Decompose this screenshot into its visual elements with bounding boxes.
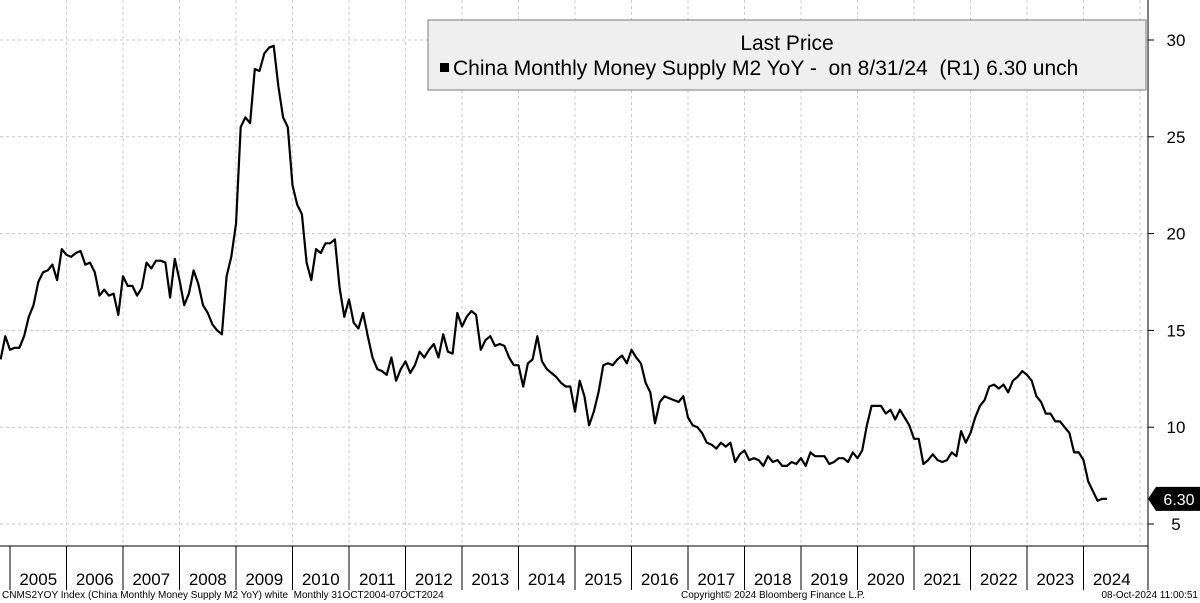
legend-entry: China Monthly Money Supply M2 YoY - on 8…	[453, 57, 1078, 80]
y-tick-label: 15	[1167, 321, 1186, 340]
y-tick-label: 20	[1167, 225, 1186, 244]
x-tick-label: 2013	[471, 570, 509, 589]
x-tick-label: 2020	[867, 570, 905, 589]
x-tick-label: 2023	[1036, 570, 1074, 589]
x-tick-label: 2009	[245, 570, 283, 589]
last-value-marker: 6.30	[1148, 486, 1200, 511]
x-tick-label: 2021	[923, 570, 961, 589]
series-line	[0, 44, 1107, 502]
x-tick-label: 2010	[302, 570, 340, 589]
x-tick-label: 2017	[697, 570, 735, 589]
y-axis-ticks: 5 10 15 20 25 30	[1148, 31, 1185, 534]
x-tick-label: 2007	[132, 570, 170, 589]
x-tick-label: 2005	[19, 570, 57, 589]
x-tick-label: 2015	[584, 570, 622, 589]
legend-box: Last Price China Monthly Money Supply M2…	[427, 19, 1147, 91]
x-tick-label: 2018	[754, 570, 792, 589]
x-tick-label: 2019	[810, 570, 848, 589]
y-tick-label: 10	[1167, 418, 1186, 437]
y-tick-label: 5	[1171, 515, 1180, 534]
footer-timestamp: 08-Oct-2024 11:00:51	[1101, 590, 1198, 601]
grid-lines	[0, 0, 1148, 546]
footer-source: CNMS2YOY Index (China Monthly Money Supp…	[2, 590, 444, 601]
legend-title: Last Price	[740, 32, 833, 55]
last-value-pointer	[1148, 486, 1200, 511]
x-tick-label: 2022	[980, 570, 1018, 589]
legend-marker	[440, 63, 449, 72]
y-tick-label: 30	[1167, 31, 1186, 50]
x-tick-label: 2014	[528, 570, 566, 589]
last-value-label: 6.30	[1163, 492, 1194, 509]
axes	[0, 0, 1149, 547]
footer: CNMS2YOY Index (China Monthly Money Supp…	[2, 590, 1198, 601]
x-tick-label: 2006	[76, 570, 114, 589]
x-tick-label: 2008	[189, 570, 227, 589]
x-axis-ticks: 2005 2006 2007 2008 2009 2010 2011 2012 2013 2014…	[9, 546, 1149, 590]
x-tick-label: 2024	[1093, 570, 1131, 589]
x-tick-label: 2016	[641, 570, 679, 589]
x-tick-label: 2011	[359, 570, 396, 589]
footer-copyright: Copyright© 2024 Bloomberg Finance L.P.	[681, 590, 865, 601]
y-tick-label: 25	[1167, 128, 1186, 147]
x-tick-label: 2012	[415, 570, 453, 589]
